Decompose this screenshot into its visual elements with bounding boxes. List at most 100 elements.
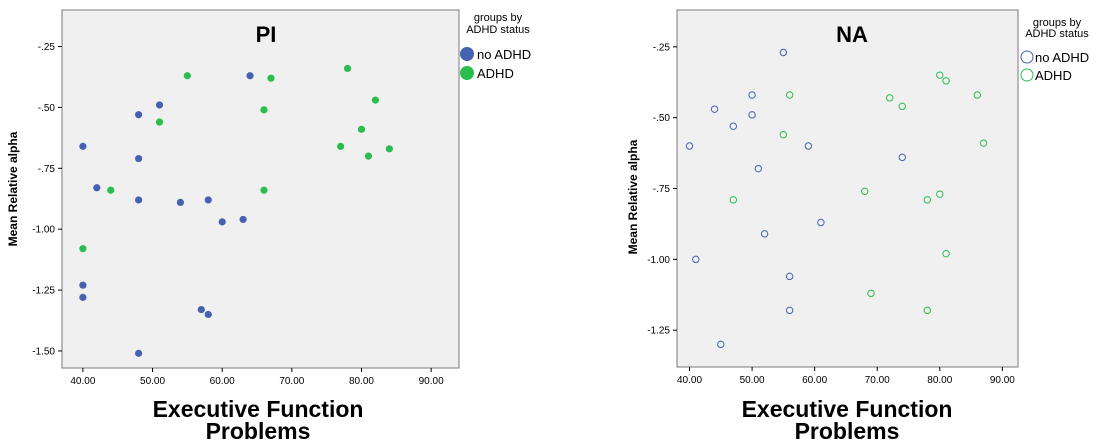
- na-point-no-adhd: [754, 164, 763, 173]
- na-points: [685, 48, 988, 349]
- na-legend-marker-adhd: [1020, 68, 1034, 82]
- pi-y-tick-label: -.50: [38, 103, 56, 114]
- pi-y-tick-label: -1.25: [32, 286, 55, 297]
- na-point-adhd: [729, 196, 738, 204]
- pi-x-tick-label: 90.00: [419, 376, 444, 387]
- na-x-axis-label-line1: Executive Function: [742, 396, 953, 422]
- na-point-adhd: [785, 91, 794, 99]
- pi-point-adhd: [79, 245, 87, 253]
- na-x-tick-label: 90.00: [990, 375, 1015, 386]
- na-point-no-adhd: [692, 255, 700, 264]
- pi-x-tick-label: 70.00: [279, 376, 304, 387]
- na-point-adhd: [861, 187, 869, 196]
- pi-x-tick-label: 60.00: [210, 376, 235, 387]
- na-y-tick-label: -.50: [653, 113, 671, 124]
- pi-point-no-adhd: [79, 142, 87, 150]
- na-chart-title: NA: [836, 22, 868, 47]
- na-point-adhd: [979, 139, 988, 147]
- na-x-tick-label: 50.00: [740, 375, 765, 386]
- pi-y-axis-label: Mean Relative alpha: [6, 131, 20, 246]
- na-y-axis: -.25 -.50 -.75 -1.00 -1.25: [647, 42, 677, 337]
- na-point-no-adhd: [748, 91, 756, 99]
- pi-y-axis: -.25 -.50 -.75 -1.00 -1.25 -1.50: [32, 42, 62, 357]
- pi-point-no-adhd: [204, 196, 212, 204]
- na-point-adhd: [936, 190, 944, 198]
- pi-point-adhd: [260, 106, 268, 114]
- na-y-axis-label: Mean Relative alpha: [626, 139, 640, 254]
- pi-x-axis-label-line1: Executive Function: [153, 396, 364, 422]
- pi-points: [79, 64, 393, 357]
- na-y-tick-label: -1.00: [647, 255, 670, 266]
- pi-point-no-adhd: [246, 72, 254, 80]
- pi-point-adhd: [260, 186, 268, 194]
- pi-point-no-adhd: [155, 101, 164, 109]
- na-point-adhd: [779, 130, 788, 139]
- pi-legend-marker-no-adhd: [460, 47, 474, 61]
- na-point-no-adhd: [717, 340, 725, 349]
- na-x-tick-label: 70.00: [865, 375, 890, 386]
- na-legend-label-adhd: ADHD: [1035, 68, 1072, 83]
- na-point-no-adhd: [760, 230, 769, 238]
- na-point-adhd: [923, 306, 931, 315]
- pi-point-adhd: [385, 145, 393, 153]
- pi-point-no-adhd: [79, 281, 87, 289]
- na-x-tick-label: 80.00: [927, 375, 952, 386]
- pi-legend-label-adhd: ADHD: [477, 66, 514, 81]
- pi-point-adhd: [371, 96, 380, 104]
- na-legend-marker-no-adhd: [1020, 50, 1034, 64]
- pi-point-no-adhd: [135, 349, 143, 357]
- pi-y-tick-label: -.25: [38, 42, 56, 53]
- na-legend-title-line1: groups by: [1033, 17, 1082, 29]
- na-point-adhd: [942, 77, 950, 85]
- pi-y-tick-label: -1.50: [32, 346, 55, 357]
- na-point-no-adhd: [785, 272, 794, 281]
- pi-point-no-adhd: [204, 310, 212, 319]
- pi-point-no-adhd: [79, 293, 87, 301]
- pi-y-tick-label: -1.00: [32, 225, 55, 236]
- na-point-no-adhd: [748, 111, 756, 119]
- pi-legend-title-line1: groups by: [474, 12, 523, 24]
- na-point-no-adhd: [817, 218, 825, 227]
- na-legend-label-no-adhd: no ADHD: [1035, 50, 1089, 65]
- pi-point-no-adhd: [239, 215, 247, 224]
- pi-point-no-adhd: [176, 198, 185, 206]
- na-y-tick-label: -.75: [653, 184, 671, 195]
- pi-point-adhd: [343, 64, 352, 73]
- pi-x-tick-label: 80.00: [349, 376, 374, 387]
- pi-x-axis-label-line2: Problems: [206, 418, 311, 444]
- na-y-tick-label: -.25: [653, 42, 671, 53]
- pi-legend-label-no-adhd: no ADHD: [477, 47, 531, 62]
- pi-point-no-adhd: [93, 184, 101, 192]
- pi-point-no-adhd: [135, 154, 143, 163]
- na-x-tick-label: 40.00: [677, 375, 702, 386]
- na-point-no-adhd: [729, 122, 738, 130]
- na-point-no-adhd: [898, 153, 906, 162]
- pi-plot-area: [61, 9, 460, 369]
- na-legend: groups by ADHD status no ADHD ADHD: [1020, 17, 1089, 83]
- na-x-axis-label-line2: Problems: [795, 418, 900, 444]
- na-point-adhd: [867, 289, 875, 298]
- na-plot-area: [676, 9, 1019, 368]
- pi-point-adhd: [267, 74, 275, 82]
- na-legend-title-line2: ADHD status: [1025, 28, 1089, 40]
- pi-point-no-adhd: [135, 111, 143, 119]
- pi-x-tick-label: 40.00: [70, 376, 95, 387]
- na-point-no-adhd: [785, 306, 794, 315]
- pi-legend-title-line2: ADHD status: [466, 24, 530, 36]
- pi-chart: PI -.25 -.50 -.75 -1.00 -1.25 -1.50 40.00 50.0…: [6, 9, 531, 444]
- na-point-adhd: [898, 102, 906, 111]
- pi-x-axis: 40.00 50.00 60.00 70.00 80.00 90.00: [70, 368, 444, 387]
- na-x-tick-label: 60.00: [802, 375, 827, 386]
- pi-point-no-adhd: [218, 218, 226, 226]
- na-point-no-adhd: [710, 105, 719, 113]
- pi-legend: groups by ADHD status no ADHD ADHD: [460, 12, 531, 81]
- na-chart: NA -.25 -.50 -.75 -1.00 -1.25 40.00 50.00 60.0…: [626, 9, 1089, 444]
- pi-legend-marker-adhd: [460, 66, 474, 80]
- na-x-axis: 40.00 50.00 60.00 70.00 80.00 90.00: [677, 367, 1015, 386]
- pi-point-adhd: [336, 142, 345, 150]
- pi-point-adhd: [183, 72, 191, 80]
- na-point-adhd: [923, 196, 931, 204]
- na-point-no-adhd: [779, 48, 788, 57]
- na-point-adhd: [973, 91, 982, 99]
